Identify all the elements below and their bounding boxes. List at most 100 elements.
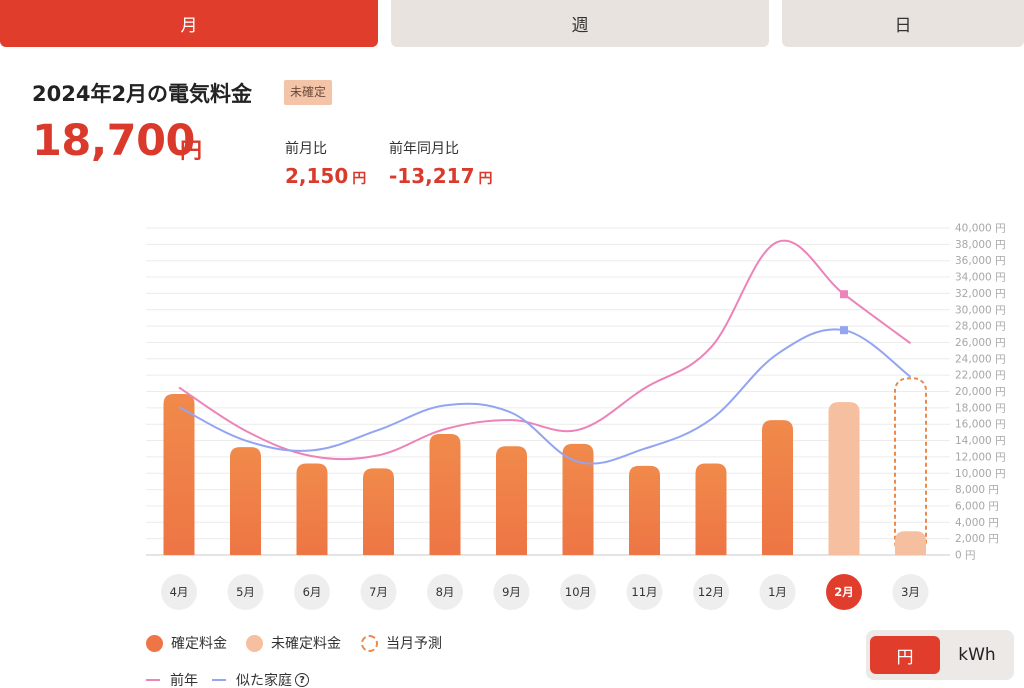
legend-unconfirmed-swatch — [246, 634, 263, 652]
bar-confirmed — [629, 465, 660, 555]
month-pill-selected[interactable]: 2月 — [826, 574, 862, 610]
month-pill-label: 3月 — [901, 585, 920, 599]
legend-prev-year-swatch — [146, 679, 160, 681]
month-pill-bg — [294, 574, 330, 610]
bar-confirmed — [230, 447, 261, 555]
prev-year-diff-label: 前年同月比 — [389, 141, 459, 157]
y-tick-label: 22,000 円 — [955, 370, 1006, 382]
bar-forecast — [894, 377, 927, 555]
month-pill-bg — [759, 574, 796, 610]
month-pill-bg — [493, 574, 530, 610]
prev-year-diff-unit: 円 — [478, 171, 493, 187]
total-amount: 18,700 — [32, 116, 195, 166]
month-pill-bg — [161, 574, 197, 610]
total-amount-unit: 円 — [180, 139, 203, 164]
tab-day[interactable]: 日 — [782, 0, 1024, 47]
y-tick-label: 4,000 円 — [955, 517, 999, 529]
month-pill-bg — [560, 574, 596, 610]
tab-month[interactable]: 月 — [0, 0, 378, 47]
bar-confirmed — [296, 463, 328, 555]
y-tick-label: 2,000 円 — [955, 533, 999, 545]
y-tick-label: 40,000 円 — [955, 223, 1006, 235]
legend-confirmed: 確定料金 — [146, 633, 227, 653]
tab-week[interactable]: 週 — [391, 0, 769, 47]
question-icon[interactable]: ? — [295, 673, 309, 687]
legend-unconfirmed-label: 未確定料金 — [271, 636, 341, 652]
legend-confirmed-swatch — [146, 634, 163, 652]
legend-similar-home-label: 似た家庭 — [236, 673, 292, 688]
y-tick-label: 0 円 — [955, 550, 976, 562]
month-pill-label: 5月 — [236, 585, 255, 599]
bar-confirmed — [429, 434, 461, 555]
month-pill[interactable]: 12月 — [693, 574, 729, 610]
prev-month-diff-number: 2,150 — [285, 164, 349, 188]
month-pill-bg — [227, 574, 264, 610]
y-tick-label: 10,000 円 — [955, 468, 1006, 480]
prev-month-diff-unit: 円 — [352, 171, 367, 187]
legend-forecast: 当月予測 — [361, 633, 442, 653]
month-pill-bg — [693, 574, 729, 610]
legend-prev-year-label: 前年 — [170, 673, 198, 688]
month-pill[interactable]: 5月 — [227, 574, 264, 610]
legend-prev-year: 前年 — [146, 670, 198, 688]
y-tick-label: 18,000 円 — [955, 402, 1006, 414]
month-pill-bg — [360, 574, 397, 610]
month-pill-label: 10月 — [565, 585, 591, 599]
y-tick-label: 24,000 円 — [955, 353, 1006, 365]
month-pill-label: 1月 — [768, 585, 787, 599]
month-pill[interactable]: 4月 — [161, 574, 197, 610]
bar-confirmed — [562, 443, 594, 555]
line-prev-year — [178, 239, 912, 461]
month-pill[interactable]: 8月 — [427, 574, 463, 610]
month-pill-label: 9月 — [502, 585, 521, 599]
y-tick-label: 36,000 円 — [955, 255, 1006, 267]
legend-similar-home-swatch — [212, 679, 226, 681]
month-pill-label: 11月 — [631, 585, 657, 599]
legend-unconfirmed: 未確定料金 — [246, 633, 341, 653]
month-pill-bg — [427, 574, 463, 610]
month-pill-bg — [626, 574, 663, 610]
legend-forecast-label: 当月予測 — [386, 636, 442, 652]
electricity-cost-chart: 0 円 2,000 円 4,000 円 6,000 円 8,000 円 10,000 円 1… — [146, 223, 1006, 610]
y-tick-label: 14,000 円 — [955, 435, 1006, 447]
y-tick-label: 8,000 円 — [955, 484, 999, 496]
y-tick-label: 12,000 円 — [955, 451, 1006, 463]
unit-kwh-button[interactable]: kWh — [958, 645, 996, 665]
bar-confirmed — [163, 393, 195, 555]
y-tick-label: 32,000 円 — [955, 288, 1006, 300]
y-tick-label: 28,000 円 — [955, 321, 1006, 333]
month-pill-bg — [892, 574, 929, 610]
month-pill-label: 6月 — [303, 585, 322, 599]
y-tick-label: 26,000 円 — [955, 337, 1006, 349]
bar-unconfirmed — [895, 531, 926, 555]
month-pill-label: 2月 — [834, 585, 854, 599]
month-pill-label: 12月 — [698, 585, 724, 599]
status-badge: 未確定 — [284, 80, 333, 105]
period-tabs: 月 週 日 — [0, 0, 1024, 47]
month-pill[interactable]: 1月 — [759, 574, 796, 610]
month-pill[interactable]: 7月 — [360, 574, 397, 610]
unit-yen-button[interactable]: 円 — [870, 636, 940, 674]
month-pill-label: 4月 — [170, 585, 189, 599]
month-pill[interactable]: 11月 — [626, 574, 663, 610]
prev-year-diff-value: -13,217 円 — [389, 164, 492, 188]
chart-bars — [163, 377, 927, 555]
bar-unconfirmed — [828, 402, 860, 555]
month-pill[interactable]: 3月 — [892, 574, 929, 610]
prev-month-diff-value: 2,150 円 — [285, 164, 366, 188]
line-prev-year-marker — [840, 290, 848, 299]
y-tick-label: 30,000 円 — [955, 304, 1006, 316]
legend-forecast-swatch — [361, 634, 378, 652]
month-pill[interactable]: 9月 — [493, 574, 530, 610]
page-title: 2024年2月の電気料金 — [32, 82, 253, 106]
month-pill[interactable]: 6月 — [294, 574, 330, 610]
legend-similar-home: 似た家庭 ? — [212, 670, 309, 688]
y-tick-label: 38,000 円 — [955, 239, 1006, 251]
prev-month-diff-label: 前月比 — [285, 141, 327, 157]
legend-confirmed-label: 確定料金 — [171, 636, 227, 652]
month-pill[interactable]: 10月 — [560, 574, 596, 610]
bar-confirmed — [363, 468, 394, 555]
unit-toggle: 円 kWh — [866, 630, 1014, 680]
bar-confirmed — [762, 420, 793, 555]
line-similar-home-marker — [840, 326, 848, 335]
